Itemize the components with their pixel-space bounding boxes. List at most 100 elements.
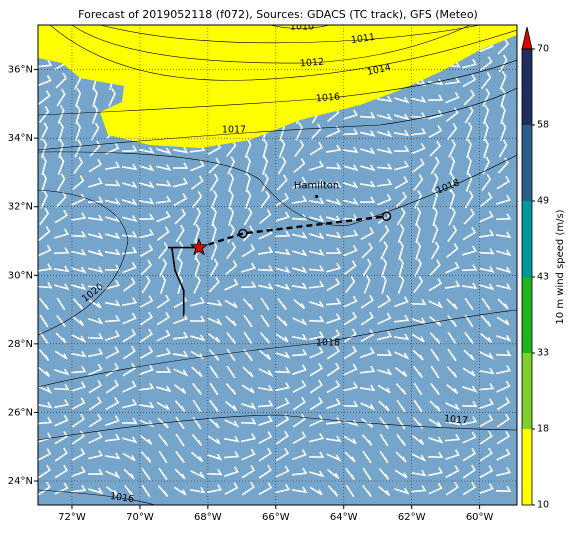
place-marker: [314, 194, 319, 199]
wind-barb: [327, 485, 339, 497]
wind-barb: [325, 163, 342, 170]
y-tick-label: 28°N: [8, 339, 33, 350]
wind-barb: [88, 317, 104, 325]
wind-barb: [225, 315, 237, 327]
isobar: [38, 151, 517, 226]
wind-barb: [479, 414, 494, 428]
wind-barb: [123, 468, 135, 480]
wind-barb: [105, 486, 119, 496]
wind-barb: [398, 257, 404, 277]
wind-barb: [54, 414, 69, 427]
wind-barb: [343, 419, 359, 427]
axes: 72°W 70°W 68°W 66°W 64°W 62°W 60°W 24°N 26°N 28°N…: [8, 65, 494, 523]
wind-barb: [139, 164, 155, 172]
wind-barb: [174, 400, 186, 412]
wind-barb: [108, 88, 116, 107]
wind-barb: [478, 382, 495, 391]
wind-barb: [155, 366, 172, 373]
wind-barb: [428, 300, 444, 309]
wind-barb: [122, 436, 138, 444]
wind-barb: [276, 315, 288, 327]
wind-barb: [206, 468, 223, 476]
wind-barb: [500, 87, 506, 107]
wind-barb: [191, 451, 204, 463]
wind-barb: [241, 448, 256, 461]
wind-barb: [241, 402, 257, 410]
wind-barb: [258, 464, 272, 479]
storm-position: [189, 237, 209, 256]
wind-barb: [394, 160, 410, 171]
wind-barb: [241, 464, 256, 479]
wind-barb: [462, 385, 478, 393]
wind-barb: [104, 180, 121, 187]
wind-barb: [207, 317, 223, 326]
wind-barb: [395, 191, 407, 208]
wind-barb: [292, 364, 307, 375]
wind-barb: [428, 436, 444, 444]
wind-barb: [445, 107, 459, 122]
wind-barb: [377, 113, 393, 121]
wind-barb: [377, 384, 391, 394]
wind-barb: [444, 76, 461, 85]
wind-barb: [172, 162, 189, 169]
wind-barb: [495, 467, 512, 477]
wind-barb: [309, 346, 324, 359]
wind-barb: [228, 172, 235, 192]
wind-barb: [88, 449, 104, 460]
wind-barb: [88, 158, 103, 173]
wind-barb: [211, 223, 217, 243]
wind-barb: [260, 297, 270, 311]
wind-barb: [430, 348, 440, 362]
wind-barb: [411, 333, 425, 343]
wind-barb: [308, 197, 325, 205]
wind-barb: [275, 283, 291, 291]
wind-barb: [430, 365, 440, 379]
wind-barb: [274, 382, 291, 392]
wind-barb: [70, 231, 87, 238]
wind-barb: [363, 275, 371, 294]
wind-barb: [345, 467, 355, 481]
wind-barb: [495, 365, 512, 375]
wind-barb: [208, 276, 220, 293]
wind-barb: [445, 481, 459, 496]
wind-barb: [411, 317, 427, 325]
wind-barb: [192, 382, 202, 396]
x-tick-label: 62°W: [398, 512, 426, 523]
wind-barb: [38, 464, 51, 479]
wind-barb: [156, 401, 170, 411]
wind-barb: [499, 122, 507, 141]
colorbar-tick-label: 18: [537, 424, 549, 435]
wind-barb: [240, 417, 257, 425]
wind-barb: [446, 243, 459, 259]
wind-barb: [172, 331, 189, 340]
wind-barb: [343, 435, 357, 445]
wind-barb: [446, 298, 458, 310]
wind-barb: [209, 258, 219, 277]
wind-barb: [225, 383, 237, 395]
wind-barb: [360, 329, 375, 343]
wind-barb: [175, 433, 185, 447]
wind-barb: [245, 155, 251, 175]
wind-barb: [158, 467, 168, 481]
wind-barb: [39, 297, 49, 311]
wind-barb: [308, 451, 325, 458]
wind-barb: [413, 365, 423, 379]
wind-barb: [464, 190, 474, 209]
colorbar-segment: [522, 353, 532, 429]
wind-barb: [173, 193, 188, 207]
wind-barb: [228, 189, 234, 209]
wind-barb: [496, 316, 510, 326]
map-frame: [37, 24, 518, 506]
wind-barb: [54, 447, 68, 462]
wind-barb: [444, 433, 461, 442]
wind-barb: [55, 72, 68, 89]
wind-barb: [446, 383, 459, 395]
wind-barb: [257, 265, 274, 272]
wind-barb: [483, 121, 489, 141]
wind-barb: [495, 213, 512, 221]
wind-barb: [447, 224, 458, 243]
wind-barb: [73, 156, 84, 175]
wind-barb: [496, 380, 511, 393]
wind-barb: [479, 430, 493, 445]
wind-barb: [308, 179, 325, 187]
